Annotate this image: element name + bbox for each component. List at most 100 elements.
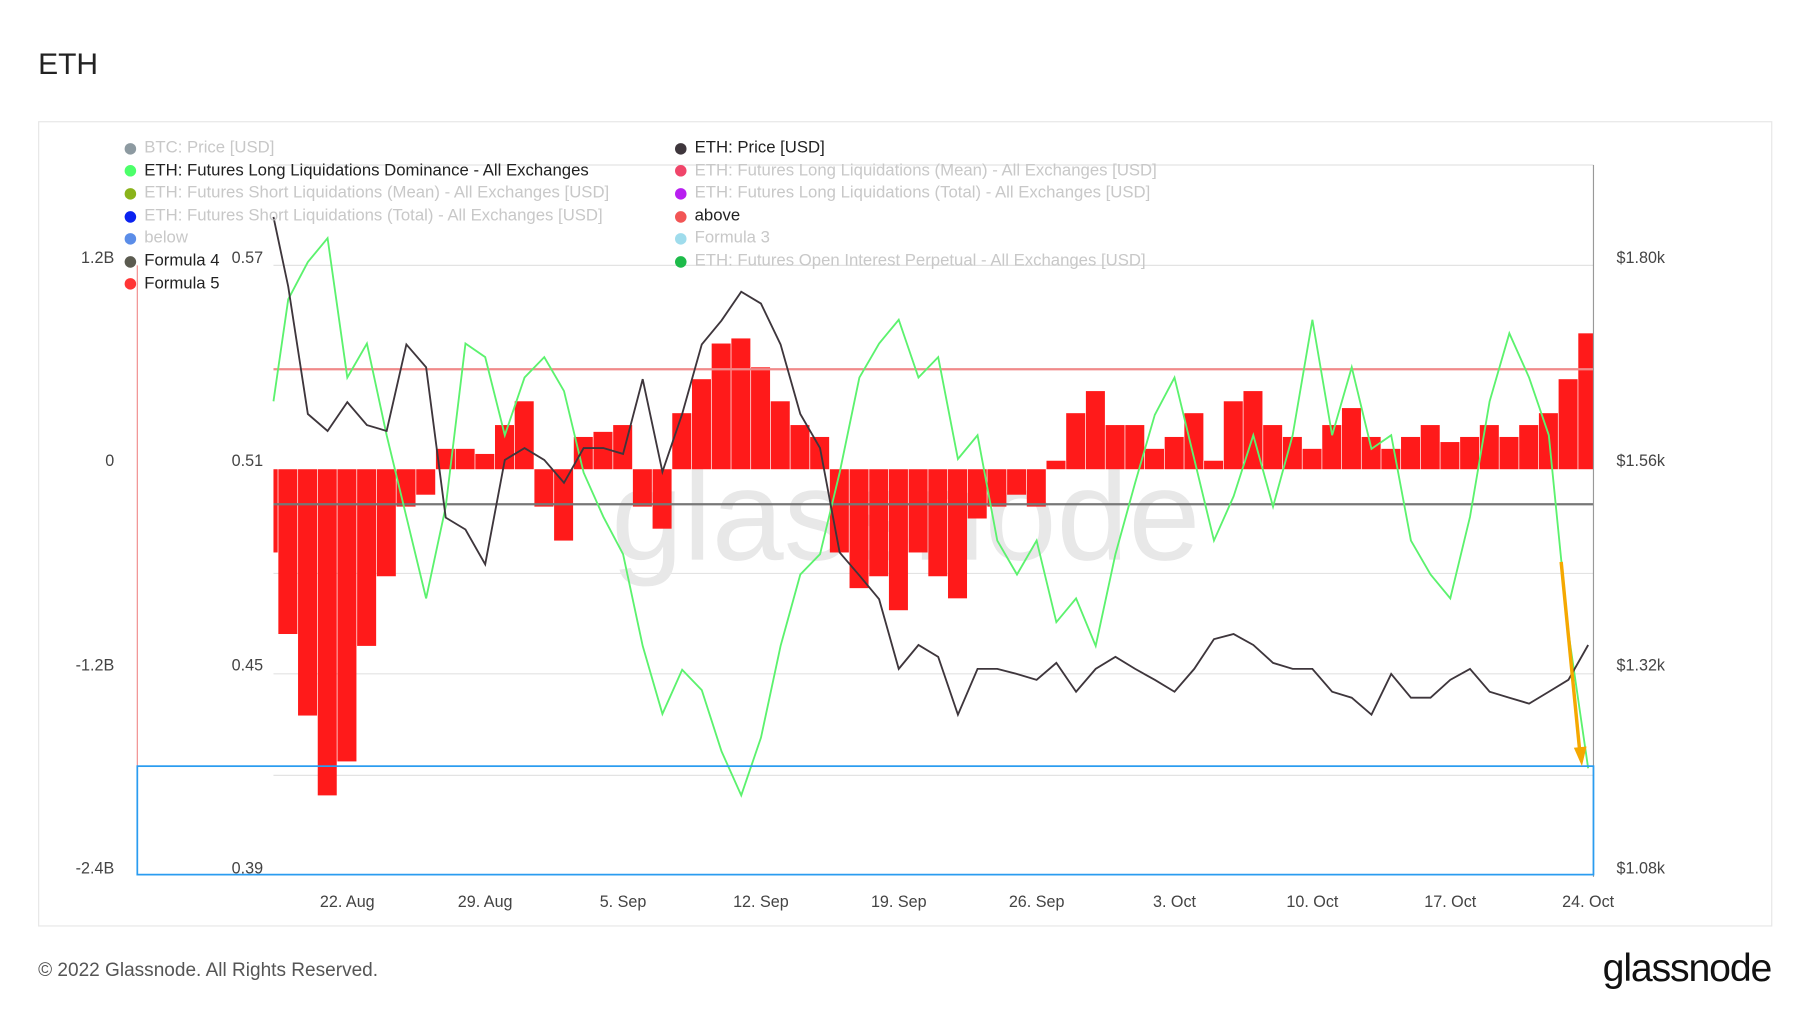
legend-item[interactable]: ETH: Futures Long Liquidations (Total) -… [675,183,1157,206]
y-tick-liquidations: -1.2B [76,656,115,674]
y-tick-dominance: 0.57 [232,249,263,267]
bar [416,469,436,495]
copyright: © 2022 Glassnode. All Rights Reserved. [38,960,379,981]
legend-item[interactable]: Formula 3 [675,228,1157,251]
bar [908,469,928,553]
x-tick: 12. Sep [733,893,789,911]
legend-dot-icon [675,142,687,155]
chart-panel [38,121,1773,927]
bar [790,425,810,470]
bar [672,413,692,470]
y-tick-dominance: 0.45 [232,656,263,674]
bar [967,469,987,519]
bar [711,343,731,470]
legend-dot-icon [675,165,687,177]
bar [475,453,495,470]
legend-label: ETH: Price [USD] [694,138,825,157]
legend-item[interactable]: ETH: Futures Short Liquidations (Mean) -… [124,183,610,206]
legend-label: ETH: Futures Open Interest Perpetual - A… [694,251,1146,270]
bar [298,469,318,716]
legend-label: ETH: Futures Long Liquidations (Total) -… [694,183,1151,203]
legend-left: BTC: Price [USD] ETH: Futures Long Liquid… [124,137,610,296]
x-tick: 26. Sep [1009,893,1065,911]
legend-dot-icon [124,255,137,268]
legend-label: below [144,228,188,248]
bar [849,469,869,589]
bar [534,469,554,507]
bar [1263,425,1283,470]
y-tick-liquidations: 0 [105,452,114,470]
legend-item[interactable]: above [675,205,1157,228]
bar [1026,469,1046,507]
bar [593,431,613,470]
y-tick-price: $1.56k [1617,452,1666,470]
legend-label: above [694,206,741,225]
legend-dot-icon [675,233,687,245]
legend-item[interactable]: BTC: Price [USD] [124,137,610,160]
legend-label: ETH: Futures Short Liquidations (Total) … [144,206,603,225]
y-tick-price: $1.80k [1617,249,1666,267]
axes: 1.2B 0 -1.2B -2.4B 0.57 0.51 0.45 0.39 $1.80k $1.… [76,249,1666,911]
bar [1538,413,1558,470]
x-tick: 22. Aug [320,893,375,911]
bar [337,469,357,762]
bar [376,469,396,577]
legend-item[interactable]: ETH: Futures Short Liquidations (Total) … [124,205,610,228]
y-tick-liquidations: -2.4B [76,859,115,877]
bar [1223,401,1243,470]
bar [573,436,593,470]
bar [888,469,908,611]
glassnode-logo: glassnode [1602,946,1773,991]
bar [1460,436,1480,470]
legend-label: BTC: Price [USD] [144,138,275,157]
bar [810,436,830,470]
legend-label: Formula 3 [694,228,770,248]
legend-item[interactable]: Formula 4 [124,250,610,273]
bar [1401,436,1421,470]
page-title: ETH [38,46,99,81]
bar [1066,413,1086,470]
bar [1440,442,1460,470]
y-tick-price: $1.32k [1617,656,1666,674]
legend-item[interactable]: below [124,228,610,251]
legend-label: Formula 5 [144,274,220,293]
bar [691,379,711,470]
bar [1007,469,1027,495]
bar [928,469,948,577]
legend-item[interactable]: ETH: Futures Long Liquidations (Mean) - … [675,160,1157,183]
eth-price-line [272,216,1589,718]
bar [1341,408,1361,470]
orange-arrow-head [1573,746,1587,767]
bar [357,469,377,646]
legend-dot-icon [124,165,137,177]
legend-dot-icon [675,255,687,268]
legend-label: ETH: Futures Long Liquidations (Mean) - … [694,161,1157,180]
bar [869,469,889,577]
x-tick: 29. Aug [458,893,513,911]
legend-item[interactable]: Formula 5 [124,273,610,296]
legend-item[interactable]: ETH: Price [USD] [675,137,1157,160]
x-tick: 17. Oct [1424,893,1477,911]
legend-item[interactable]: ETH: Futures Long Liquidations Dominance… [124,160,610,183]
bar [770,401,790,470]
bar [1519,425,1539,470]
legend-item[interactable]: ETH: Futures Open Interest Perpetual - A… [675,250,1157,273]
bar [987,469,1007,507]
x-tick: 24. Oct [1562,893,1615,911]
legend-right: ETH: Price [USD] ETH: Futures Long Liquid… [675,137,1157,273]
y-tick-price: $1.08k [1617,859,1666,877]
legend-dot-icon [124,210,137,223]
x-tick: 10. Oct [1286,893,1339,911]
x-tick: 5. Sep [600,893,647,911]
bar [1302,448,1322,470]
y-tick-liquidations: 1.2B [81,249,114,267]
bar [1144,448,1164,470]
bar [1420,425,1440,470]
bar [1282,436,1302,470]
bar [1322,425,1342,470]
formula5-bars [273,333,1594,796]
legend-dot-icon [124,278,137,291]
bar [751,367,771,470]
